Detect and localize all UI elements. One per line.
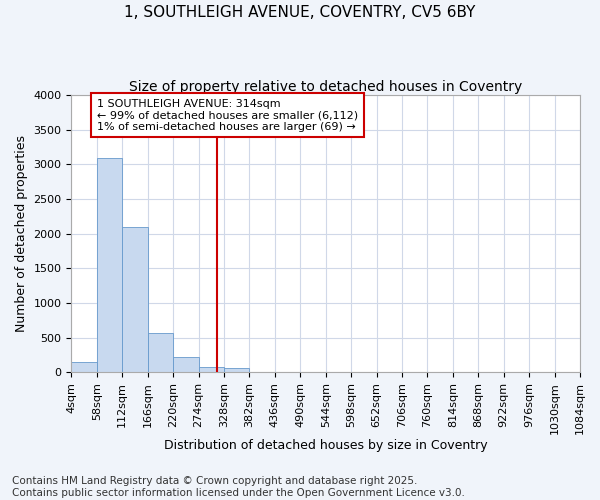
Bar (148, 332, 173, 372)
Bar (224, 368, 250, 372)
Bar (199, 366, 224, 372)
Bar (97, 158, 122, 372)
Title: Size of property relative to detached houses in Coventry: Size of property relative to detached ho… (129, 80, 523, 94)
Text: 1, SOUTHLEIGH AVENUE, COVENTRY, CV5 6BY: 1, SOUTHLEIGH AVENUE, COVENTRY, CV5 6BY (124, 5, 476, 20)
X-axis label: Distribution of detached houses by size in Coventry: Distribution of detached houses by size … (164, 440, 488, 452)
Y-axis label: Number of detached properties: Number of detached properties (15, 135, 28, 332)
Text: 1 SOUTHLEIGH AVENUE: 314sqm
← 99% of detached houses are smaller (6,112)
1% of s: 1 SOUTHLEIGH AVENUE: 314sqm ← 99% of det… (97, 98, 358, 132)
Text: Contains HM Land Registry data © Crown copyright and database right 2025.
Contai: Contains HM Land Registry data © Crown c… (12, 476, 465, 498)
Bar (173, 357, 199, 372)
Bar (71, 362, 97, 372)
Bar (122, 227, 148, 372)
